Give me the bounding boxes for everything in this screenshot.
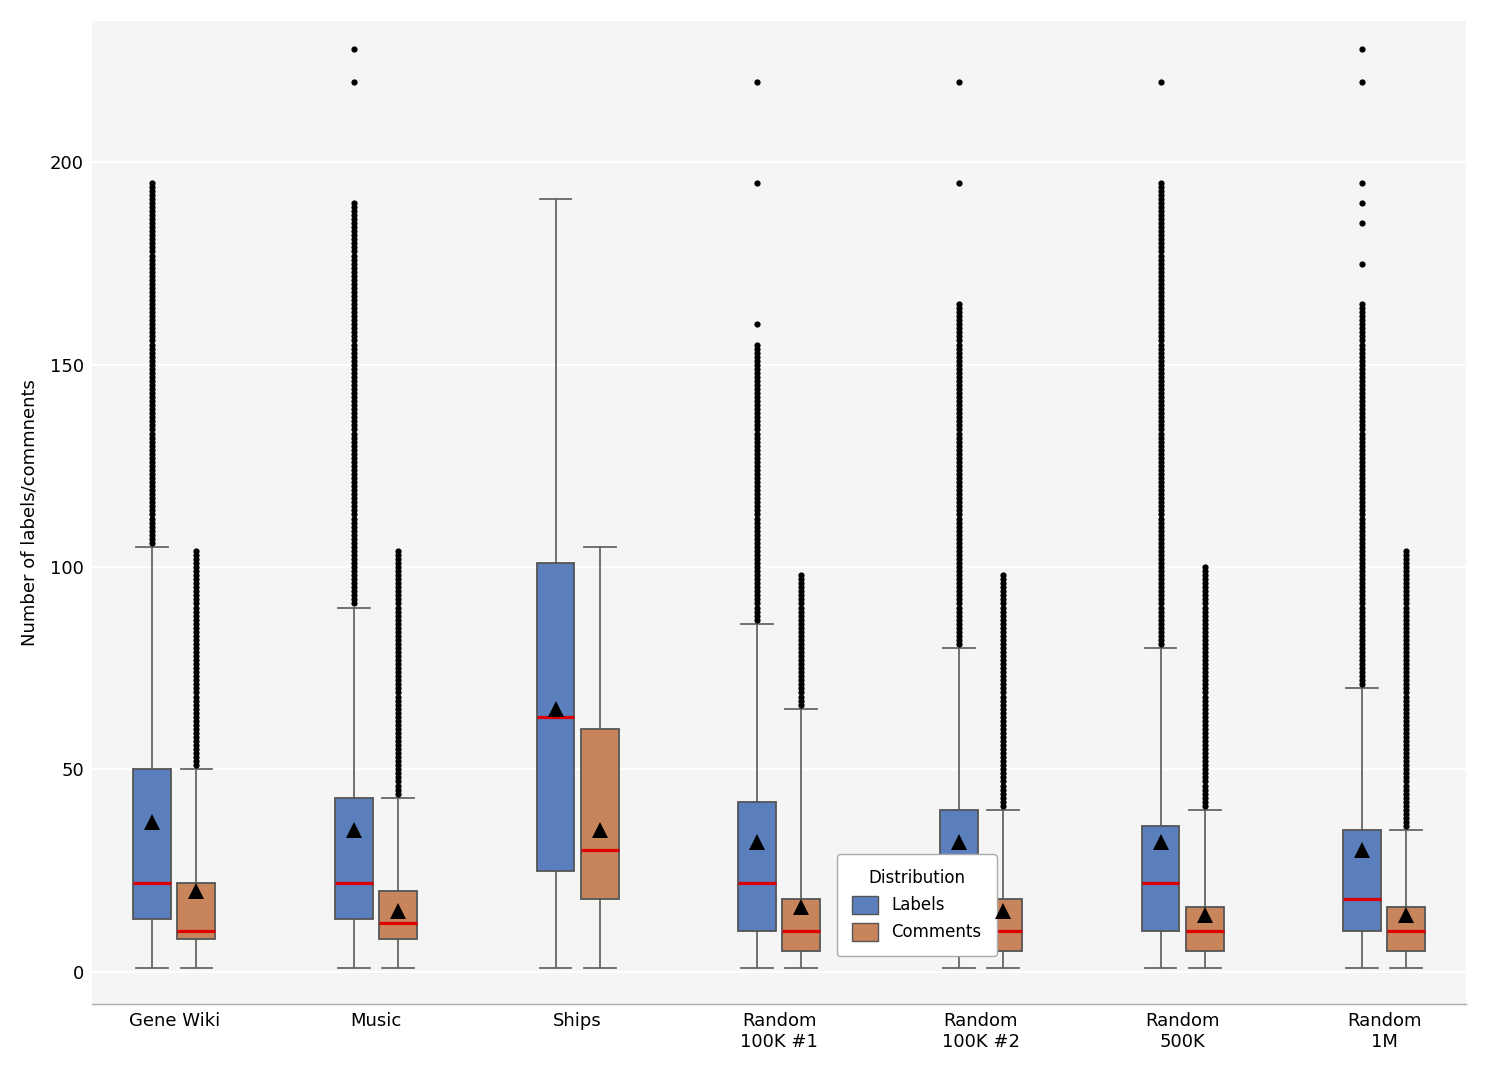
Bar [581,729,619,898]
Bar [984,898,1022,952]
Bar [335,798,373,919]
Bar [177,882,216,939]
Legend: Labels, Comments: Labels, Comments [837,854,996,956]
Y-axis label: Number of labels/commnents: Number of labels/commnents [21,379,39,645]
Bar [1387,907,1425,952]
Bar [1185,907,1224,952]
Bar [134,770,171,919]
Bar [1142,827,1179,932]
Bar [1343,830,1381,932]
Bar [940,809,978,932]
Bar [739,802,776,932]
Bar [782,898,821,952]
Bar [537,563,574,870]
Bar [379,891,416,939]
